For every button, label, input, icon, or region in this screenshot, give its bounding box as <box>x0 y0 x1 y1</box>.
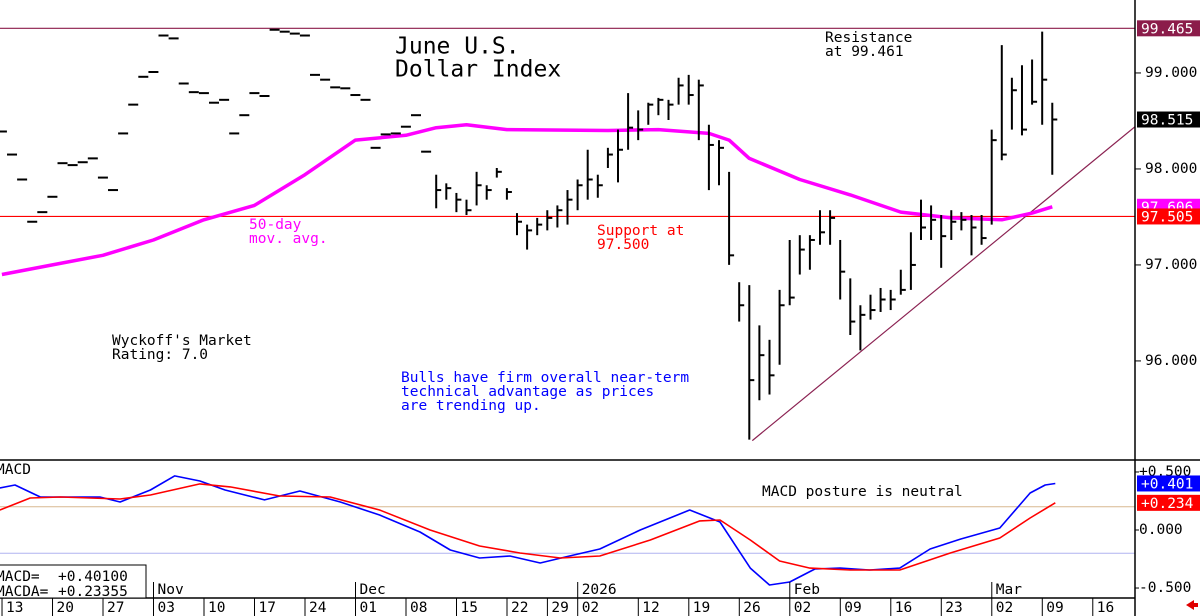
x-tick-label: 17 <box>259 600 276 616</box>
readout-value: +0.40100 <box>58 569 128 585</box>
x-tick-label: 22 <box>511 600 528 616</box>
price-label: +0.401 <box>1141 476 1193 492</box>
price-label-box <box>1137 208 1200 225</box>
moving-average <box>1 123 1053 277</box>
price-label-box <box>1137 494 1200 511</box>
x-tick-label: 29 <box>551 600 568 616</box>
x-tick-label: 23 <box>945 600 962 616</box>
x-tick-label: 15 <box>461 600 478 616</box>
y-tick-label: -0.500 <box>1139 580 1191 596</box>
x-tick-label: 13 <box>6 600 23 616</box>
x-tick-label: 03 <box>158 600 175 616</box>
annotation: Resistance <box>825 30 912 46</box>
scroll-arrow[interactable] <box>1186 600 1198 610</box>
price-label-box <box>1137 20 1200 37</box>
y-tick-label: 0.000 <box>1139 522 1183 538</box>
price-label: 98.515 <box>1141 113 1193 129</box>
x-tick-label: 19 <box>693 600 710 616</box>
series-label: 50-day <box>249 217 302 233</box>
annotation: 97.500 <box>597 237 649 253</box>
readout-name: MACD= <box>0 569 40 585</box>
price-label-box <box>1137 475 1200 492</box>
chart-title: Dollar Index <box>395 57 561 83</box>
annotation: MACD posture is neutral <box>762 484 963 500</box>
x-tick-label: 16 <box>895 600 912 616</box>
x-tick-label: 09 <box>844 600 861 616</box>
annotation: Support at <box>597 223 684 239</box>
price-label-box <box>1137 111 1200 128</box>
readout-name: MACDA= <box>0 584 49 600</box>
y-tick-label: 96.000 <box>1145 353 1197 369</box>
x-tick-label: 26 <box>743 600 760 616</box>
readout-box <box>0 564 147 599</box>
x-tick-label: 10 <box>208 600 225 616</box>
y-tick-label: 99.000 <box>1145 65 1197 81</box>
price-label: 99.465 <box>1141 21 1193 37</box>
x-tick-label: 20 <box>57 600 74 616</box>
x-tick-label: 16 <box>1097 600 1114 616</box>
series-label: mov. avg. <box>249 231 328 247</box>
month-label: Mar <box>996 582 1022 598</box>
month-label: Nov <box>158 582 184 598</box>
x-tick-label: 09 <box>1046 600 1063 616</box>
macd-panel <box>0 475 1135 586</box>
panel-title: MACD <box>0 462 31 478</box>
month-label: 2026 <box>582 582 617 598</box>
y-tick-label: 97.000 <box>1145 257 1197 273</box>
x-tick-label: 24 <box>309 600 327 616</box>
annotation: Wyckoff's Market <box>112 333 252 349</box>
macd-line <box>0 475 1056 586</box>
annotation: Rating: 7.0 <box>112 347 208 363</box>
x-tick-label: 02 <box>794 600 811 616</box>
x-tick-label: 02 <box>996 600 1013 616</box>
y-tick-label: 98.000 <box>1145 161 1197 177</box>
macd-line <box>0 483 1056 571</box>
x-tick-label: 12 <box>642 600 659 616</box>
x-tick-label: 27 <box>107 600 124 616</box>
annotation: are trending up. <box>401 398 541 414</box>
chart-title: June U.S. <box>395 34 520 60</box>
annotation: technical advantage as prices <box>401 384 654 400</box>
trendline <box>751 126 1135 442</box>
annotation: Bulls have firm overall near-term <box>401 370 689 386</box>
month-label: Dec <box>360 582 386 598</box>
readout-value: +0.23355 <box>58 584 128 600</box>
price-label: +0.234 <box>1141 496 1194 512</box>
price-label: 97.505 <box>1141 209 1193 225</box>
month-label: Feb <box>794 582 820 598</box>
x-tick-label: 08 <box>410 600 427 616</box>
price-panel <box>0 27 1135 442</box>
annotation: at 99.461 <box>825 44 904 60</box>
x-tick-label: 02 <box>582 600 599 616</box>
x-tick-label: 01 <box>360 600 377 616</box>
